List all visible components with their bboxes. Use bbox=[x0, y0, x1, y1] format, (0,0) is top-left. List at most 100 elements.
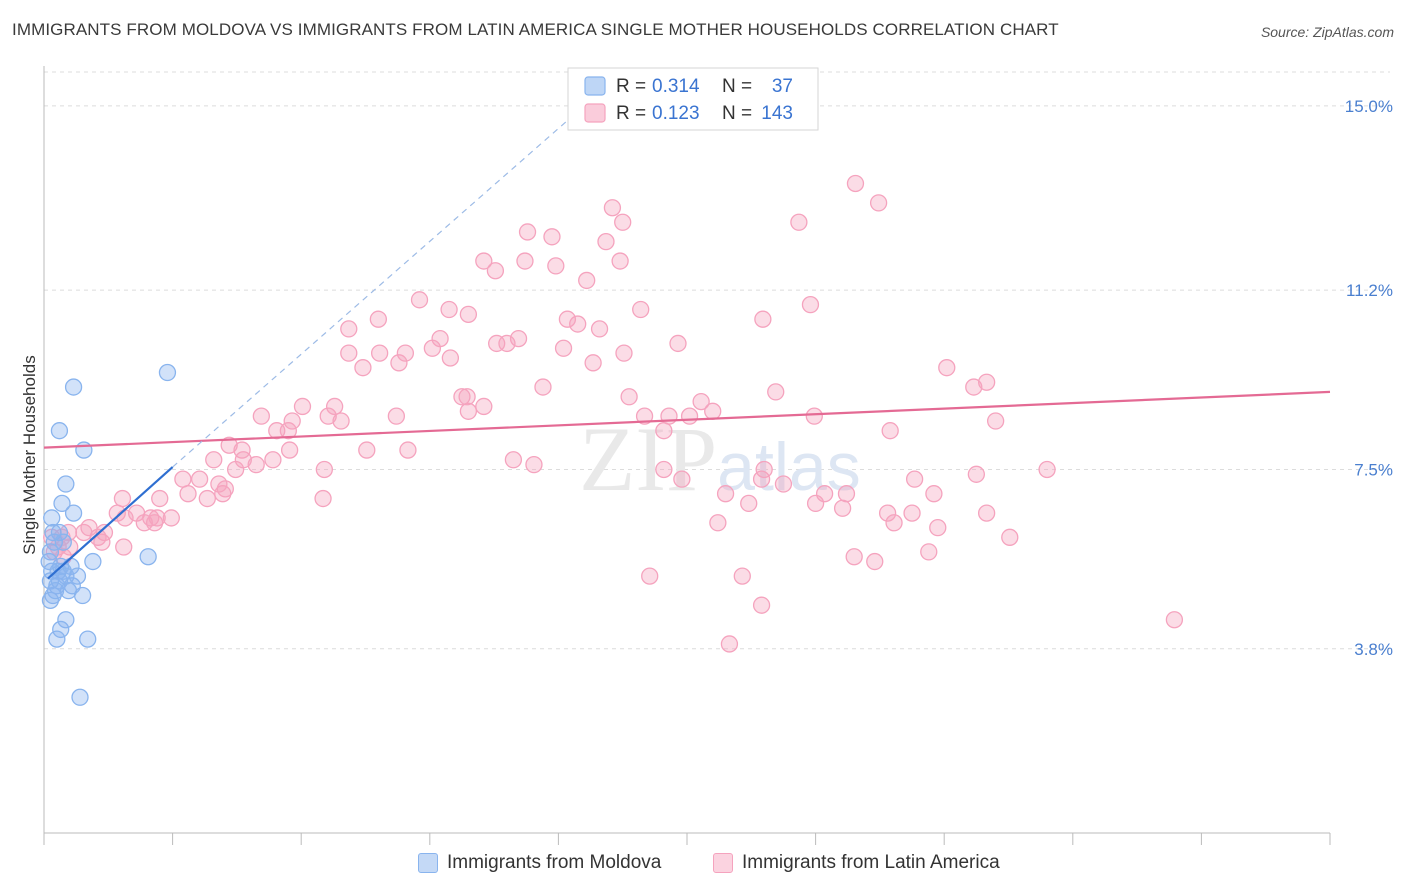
latin-america-point bbox=[151, 489, 169, 508]
moldova-point bbox=[68, 567, 87, 585]
moldova-point bbox=[41, 591, 60, 609]
latin-america-point bbox=[720, 635, 739, 653]
latin-america-point bbox=[790, 213, 808, 231]
latin-america-point bbox=[1001, 528, 1019, 546]
stats-legend: R = 0.314 N = 37 R = 0.123 N = 143 bbox=[567, 67, 819, 131]
watermark-zip: ZIP bbox=[579, 408, 717, 510]
moldova-point bbox=[64, 378, 83, 396]
latin-america-point bbox=[340, 344, 358, 362]
latin-america-point bbox=[774, 475, 793, 493]
latin-america-point bbox=[603, 199, 622, 217]
latin-america-point bbox=[332, 412, 350, 430]
latin-america-point bbox=[216, 480, 234, 498]
series-moldova bbox=[40, 363, 177, 706]
latin-america-point bbox=[387, 407, 406, 425]
latin-america-point bbox=[509, 329, 528, 348]
stats-r-label-0: R = bbox=[616, 76, 646, 97]
latin-america-point bbox=[214, 485, 232, 503]
latin-america-point bbox=[655, 422, 673, 440]
latin-america-point bbox=[93, 533, 111, 551]
legend-item-latin-america[interactable]: Immigrants from Latin America bbox=[713, 852, 1000, 874]
latin-america-point bbox=[611, 252, 629, 270]
latin-america-point bbox=[655, 460, 673, 479]
latin-america-point bbox=[488, 334, 506, 353]
latin-america-point bbox=[410, 291, 429, 309]
latin-america-point bbox=[174, 470, 192, 488]
moldova-point bbox=[54, 533, 72, 551]
latin-america-point bbox=[569, 315, 587, 333]
stats-legend-box bbox=[567, 67, 819, 131]
latin-america-point bbox=[845, 548, 863, 566]
latin-america-point bbox=[716, 485, 735, 503]
latin-america-point bbox=[805, 407, 823, 425]
moldova-point bbox=[48, 630, 66, 648]
latin-america-point bbox=[314, 489, 332, 508]
stats-legend-swatch-1 bbox=[584, 103, 606, 123]
stats-legend-swatch-0 bbox=[584, 76, 606, 96]
latin-america-point bbox=[578, 271, 596, 290]
latin-america-point bbox=[866, 552, 884, 571]
latin-america-point bbox=[733, 567, 751, 585]
latin-america-point bbox=[399, 441, 417, 459]
latin-america-point bbox=[740, 494, 758, 513]
latin-america-point bbox=[967, 465, 985, 483]
latin-america-point bbox=[370, 344, 389, 362]
latin-america-point bbox=[358, 441, 376, 459]
latin-america-point bbox=[806, 494, 825, 513]
latin-america-point bbox=[692, 392, 710, 411]
moldova-point bbox=[44, 586, 62, 605]
watermark: ZIPatlas bbox=[579, 408, 861, 510]
chart-title: IMMIGRANTS FROM MOLDOVA VS IMMIGRANTS FR… bbox=[12, 20, 1059, 39]
latin-america-point bbox=[369, 310, 388, 328]
latin-america-point bbox=[516, 252, 534, 270]
legend-label-latin-america: Immigrants from Latin America bbox=[742, 852, 1000, 873]
latin-america-point bbox=[669, 334, 687, 353]
legend-item-moldova[interactable]: Immigrants from Moldova bbox=[418, 852, 661, 874]
moldova-point bbox=[71, 688, 89, 706]
stats-r-value-0: 0.314 bbox=[652, 76, 700, 97]
latin-america-point bbox=[846, 174, 865, 193]
latin-america-point bbox=[977, 504, 996, 522]
stats-n-value-1: 143 bbox=[761, 103, 793, 124]
latin-america-point bbox=[680, 407, 699, 425]
legend-swatch-moldova bbox=[418, 853, 438, 873]
latin-america-point bbox=[673, 470, 691, 488]
latin-america-point bbox=[597, 232, 615, 251]
moldova-point bbox=[50, 422, 69, 440]
latin-america-point bbox=[584, 354, 602, 372]
latin-america-point bbox=[459, 305, 478, 324]
latin-america-point bbox=[205, 451, 223, 469]
latin-america-point bbox=[525, 455, 543, 474]
latin-america-point bbox=[878, 504, 897, 522]
latin-america-point bbox=[319, 407, 337, 425]
latin-america-point bbox=[226, 460, 245, 479]
source-label: Source: ZipAtlas.com bbox=[1260, 24, 1394, 40]
latin-america-point bbox=[903, 504, 921, 522]
latin-america-point bbox=[590, 320, 609, 338]
y-tick-label-2: 11.2% bbox=[1346, 281, 1393, 300]
moldova-point bbox=[64, 504, 83, 522]
y-axis-label: Single Mother Households bbox=[20, 355, 39, 554]
latin-america-point bbox=[801, 296, 820, 314]
latin-america-point bbox=[475, 252, 493, 270]
latin-america-point bbox=[767, 383, 785, 401]
moldova-point bbox=[46, 581, 65, 600]
legend-swatch-latin-america bbox=[713, 853, 733, 873]
trendline-latin-america bbox=[43, 390, 1331, 449]
latin-america-point bbox=[547, 257, 565, 275]
moldova-point bbox=[50, 523, 69, 542]
moldova-point bbox=[57, 475, 75, 493]
stats-r-value-1: 0.123 bbox=[652, 103, 700, 124]
latin-america-point bbox=[704, 402, 722, 420]
moldova-point bbox=[84, 552, 102, 571]
latin-america-point bbox=[837, 485, 856, 503]
latin-america-point bbox=[459, 402, 478, 420]
y-tick-label-3: 15.0% bbox=[1345, 97, 1393, 116]
latin-america-point bbox=[453, 388, 471, 406]
latin-america-point bbox=[635, 407, 654, 425]
latin-america-point bbox=[752, 596, 771, 614]
latin-america-point bbox=[148, 509, 166, 527]
latin-america-point bbox=[709, 514, 727, 532]
moldova-point bbox=[75, 441, 93, 459]
latin-america-point bbox=[315, 460, 333, 479]
